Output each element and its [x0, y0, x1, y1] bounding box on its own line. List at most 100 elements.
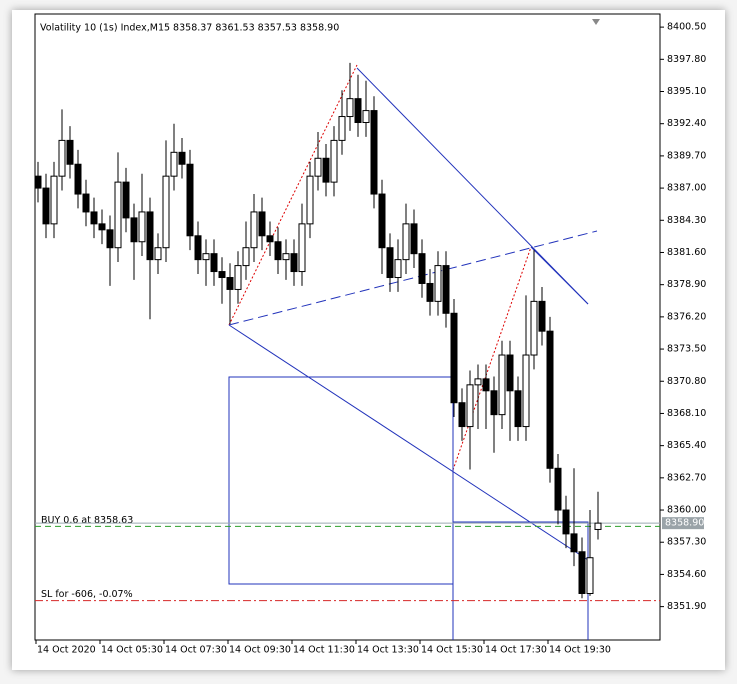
candle-body	[186, 163, 194, 237]
x-tick-label: 14 Oct 19:30	[549, 645, 611, 656]
x-tick-label: 14 Oct 07:30	[165, 645, 227, 656]
candle-body	[162, 175, 170, 249]
fib-base-line	[228, 64, 358, 326]
candle-body	[546, 330, 554, 469]
candle-body	[250, 211, 258, 249]
level-label: SL for -606, -0.07%	[41, 589, 133, 600]
candle-body	[290, 253, 298, 273]
chart-title: Volatility 10 (1s) Index,M15 8358.37 836…	[40, 23, 339, 34]
candle-body	[234, 265, 242, 290]
x-tick-label: 14 Oct 2020	[37, 645, 96, 656]
candle-body	[378, 193, 386, 249]
candle-body	[218, 271, 226, 279]
candle-body	[330, 139, 338, 183]
candle-body	[106, 229, 114, 249]
candle-body	[42, 187, 50, 225]
x-tick-label: 14 Oct 11:30	[293, 645, 355, 656]
candle-body	[202, 253, 210, 261]
x-tick-label: 14 Oct 09:30	[229, 645, 291, 656]
y-tick-label: 8376.20	[667, 311, 706, 322]
candle-body	[370, 110, 378, 195]
x-tick-label: 14 Oct 17:30	[485, 645, 547, 656]
fibonacci-objects: BUY 0.6 at 8358.63 SL for -606, -0.07%	[35, 64, 660, 640]
candle-body	[170, 151, 178, 177]
candle-body	[586, 557, 594, 594]
candle-body	[122, 181, 130, 219]
candle-body	[298, 223, 306, 273]
fib-line	[228, 230, 598, 326]
candle-body	[90, 211, 98, 225]
candle-body	[346, 98, 354, 118]
chart: BUY 0.6 at 8358.63 SL for -606, -0.07% Vo…	[34, 13, 706, 656]
candle-body	[514, 390, 522, 428]
y-tick-label: 8400.50	[667, 22, 706, 33]
candle-body	[82, 193, 90, 213]
candle-body	[194, 235, 202, 261]
candle-body	[450, 312, 458, 404]
candle-body	[242, 247, 250, 267]
candle-body	[354, 98, 362, 124]
y-tick-label: 8381.60	[667, 247, 706, 258]
candle-body	[506, 354, 514, 392]
candle-body	[434, 265, 442, 302]
y-tick-label: 8368.10	[667, 408, 706, 419]
candle-body	[58, 139, 66, 177]
candle-body	[594, 522, 602, 530]
y-tick-label: 8384.30	[667, 215, 706, 226]
candle-body	[554, 467, 562, 511]
x-tick-label: 14 Oct 05:30	[101, 645, 163, 656]
candle-body	[442, 265, 450, 314]
price-tag	[662, 517, 704, 530]
fib-line	[530, 246, 589, 305]
candle-body	[394, 259, 402, 279]
y-tick-label: 8360.00	[667, 505, 706, 516]
candle-body	[426, 282, 434, 302]
candle-body	[146, 211, 154, 261]
x-tick-label: 14 Oct 15:30	[421, 645, 483, 656]
y-tick-label: 8389.70	[667, 150, 706, 161]
candle-body	[418, 253, 426, 284]
candle-body	[274, 241, 282, 261]
fib-base-line	[452, 246, 532, 471]
candle-body	[66, 139, 74, 165]
price-tag-label: 8358.90	[665, 518, 704, 529]
y-tick-label: 8357.30	[667, 537, 706, 548]
chart-window: BUY 0.6 at 8358.63 SL for -606, -0.07% Vo…	[12, 10, 725, 670]
candle-body	[314, 157, 322, 177]
y-tick-label: 8387.00	[667, 183, 706, 194]
y-tick-label: 8365.40	[667, 440, 706, 451]
candle-body	[266, 235, 274, 243]
fib-line	[356, 67, 589, 305]
candle-body	[226, 277, 234, 290]
y-tick-label: 8354.60	[667, 569, 706, 580]
candle-body	[490, 390, 498, 416]
y-tick-label: 8362.70	[667, 472, 706, 483]
y-tick-label: 8373.50	[667, 344, 706, 355]
fib-line	[228, 324, 589, 561]
y-tick-label: 8395.10	[667, 86, 706, 97]
candle-body	[154, 247, 162, 261]
candle-body	[530, 300, 538, 356]
candle-body	[402, 223, 410, 261]
level-label: BUY 0.6 at 8358.63	[41, 515, 133, 526]
y-tick-label: 8378.90	[667, 279, 706, 290]
y-tick-label: 8351.90	[667, 601, 706, 612]
collapse-arrow[interactable]	[592, 19, 600, 25]
candle-body	[98, 223, 106, 231]
y-tick-label: 8392.40	[667, 118, 706, 129]
candle-body	[338, 116, 346, 141]
candle-body	[386, 247, 394, 279]
candle-body	[498, 354, 506, 416]
y-tick-label: 8370.80	[667, 376, 706, 387]
candle-body	[258, 211, 266, 237]
candle-body	[482, 378, 490, 392]
candle-body	[322, 157, 330, 183]
candle-body	[578, 551, 586, 594]
candle-body	[282, 253, 290, 261]
candle-body	[466, 384, 474, 428]
candle-body	[210, 253, 218, 273]
candle-body	[474, 378, 482, 386]
candle-body	[522, 354, 530, 428]
candle-body	[570, 533, 578, 553]
